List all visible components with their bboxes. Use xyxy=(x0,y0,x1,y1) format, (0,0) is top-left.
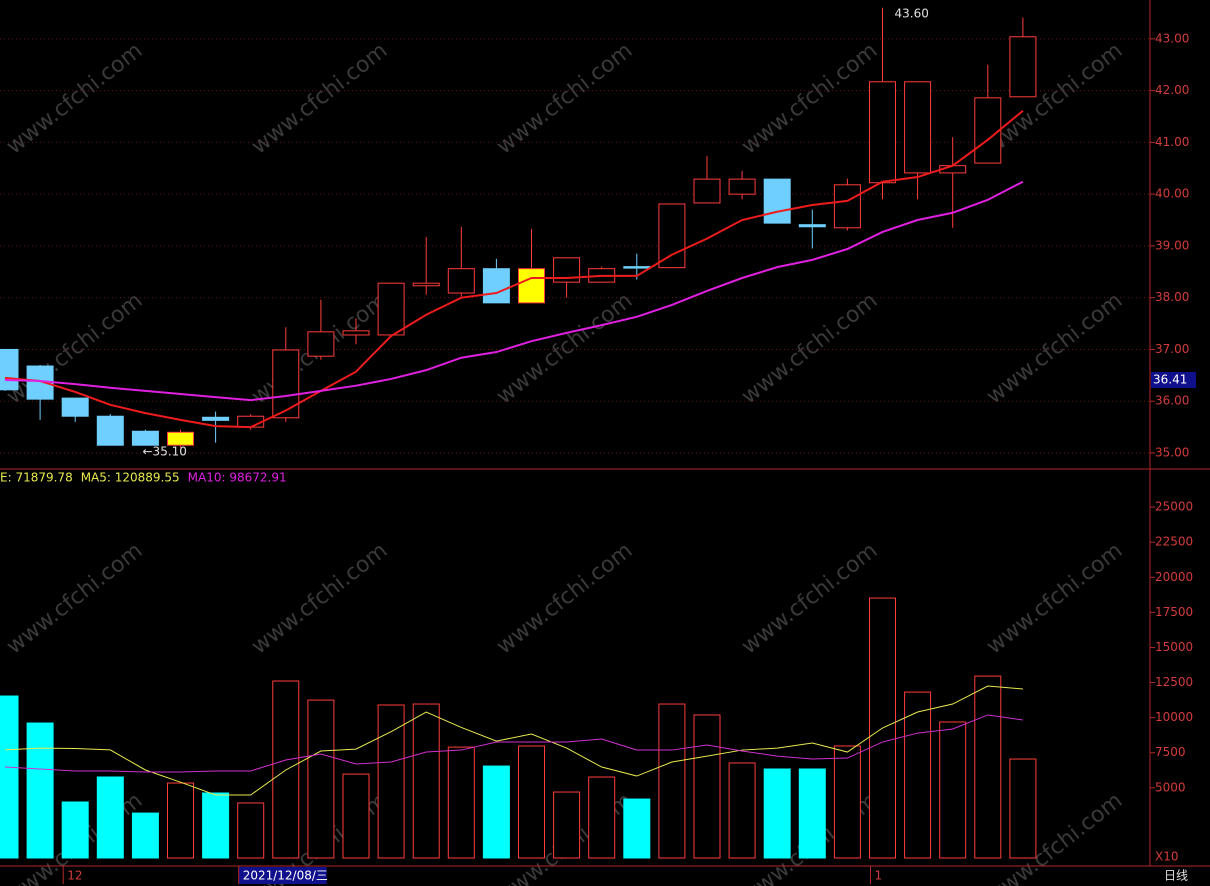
ma-line xyxy=(4,180,1024,402)
y-tick-label: 22500 xyxy=(1155,535,1193,549)
y-tick-label: 43.00 xyxy=(1155,31,1189,45)
volume-bar xyxy=(26,722,54,859)
legend-entry: MA5: 120889.55 xyxy=(81,471,180,485)
volume-bar xyxy=(61,801,89,859)
candle-body xyxy=(518,268,545,304)
legend-entry: E: 71879.78 xyxy=(0,471,73,485)
scale-label: X10 xyxy=(1155,850,1179,864)
candle-body xyxy=(272,349,300,419)
volume-bar xyxy=(553,791,581,859)
volume-bar xyxy=(131,812,159,859)
volume-bar xyxy=(447,746,475,859)
candle-body xyxy=(658,203,686,269)
candle-body xyxy=(833,184,861,229)
candle-body xyxy=(131,430,159,446)
candle-body xyxy=(377,282,405,336)
volume-bar xyxy=(658,703,686,859)
candle-body xyxy=(482,268,510,304)
volume-bar xyxy=(237,802,265,859)
y-tick-label: 40.00 xyxy=(1155,187,1189,201)
volume-bar xyxy=(482,765,510,859)
volume-bar xyxy=(307,699,335,859)
y-tick-label: 5000 xyxy=(1155,780,1186,794)
ma-line xyxy=(4,714,1023,773)
candle-body xyxy=(728,178,756,195)
volume-bar xyxy=(693,714,721,859)
candle-body xyxy=(869,81,896,184)
y-tick-label: 25000 xyxy=(1155,500,1193,514)
candle-body xyxy=(904,81,932,174)
y-tick-label: 10000 xyxy=(1155,710,1193,724)
volume-bar xyxy=(623,798,651,859)
legend-entry: MA10: 98672.91 xyxy=(188,471,287,485)
y-tick-label: 12500 xyxy=(1155,675,1193,689)
candle-body xyxy=(412,282,440,287)
volume-bar xyxy=(377,704,405,859)
y-tick-label: 7500 xyxy=(1155,745,1186,759)
x-tick-label: 12 xyxy=(67,869,82,883)
y-tick-label: 36.00 xyxy=(1155,394,1189,408)
price-tag-label: 36.41 xyxy=(1153,372,1187,386)
volume-bar xyxy=(342,773,370,859)
candle-body xyxy=(798,224,826,228)
annotation: ←35.10 xyxy=(143,444,187,458)
candle-body xyxy=(96,415,124,446)
candle-body xyxy=(0,348,19,391)
volume-bar xyxy=(412,703,440,859)
volume-bar xyxy=(763,768,791,859)
candle-body xyxy=(307,331,335,357)
x-tick-label: 1 xyxy=(875,869,883,883)
period-label: 日线 xyxy=(1164,869,1188,883)
volume-bar xyxy=(202,792,230,859)
candle-body xyxy=(974,97,1002,164)
y-tick-label: 35.00 xyxy=(1155,445,1189,459)
volume-bar xyxy=(904,691,932,859)
price-tag xyxy=(1151,371,1196,388)
ma-line xyxy=(4,685,1023,796)
candle-body xyxy=(237,415,265,428)
y-tick-label: 41.00 xyxy=(1155,135,1189,149)
volume-bar xyxy=(939,721,967,859)
volume-bar xyxy=(833,745,861,859)
volume-bar xyxy=(518,745,545,859)
candle-body xyxy=(202,416,230,421)
y-tick-label: 39.00 xyxy=(1155,238,1189,252)
candle-body xyxy=(447,268,475,294)
candle-body xyxy=(342,330,370,336)
volume-bar xyxy=(728,762,756,859)
volume-bar xyxy=(167,782,194,859)
y-tick-label: 38.00 xyxy=(1155,290,1189,304)
candle-body xyxy=(623,266,651,269)
candle-body xyxy=(167,431,194,446)
date-highlight xyxy=(238,867,327,884)
volume-bar xyxy=(798,768,826,859)
volume-bar xyxy=(974,675,1002,859)
candle-body xyxy=(763,178,791,224)
annotation: 43.60 xyxy=(895,6,929,20)
x-tick-label: 2021/12/08/三 xyxy=(243,869,328,883)
candle-body xyxy=(1009,36,1037,98)
y-tick-label: 37.00 xyxy=(1155,342,1189,356)
volume-bar xyxy=(0,695,19,859)
volume-bar xyxy=(588,776,616,859)
candle-body xyxy=(693,178,721,204)
candle-body xyxy=(61,397,89,417)
y-tick-label: 15000 xyxy=(1155,640,1193,654)
y-tick-label: 17500 xyxy=(1155,605,1193,619)
y-tick-label: 42.00 xyxy=(1155,83,1189,97)
y-tick-label: 20000 xyxy=(1155,570,1193,584)
volume-bar xyxy=(96,776,124,859)
ma-line xyxy=(4,110,1024,429)
volume-bar xyxy=(1009,758,1037,859)
